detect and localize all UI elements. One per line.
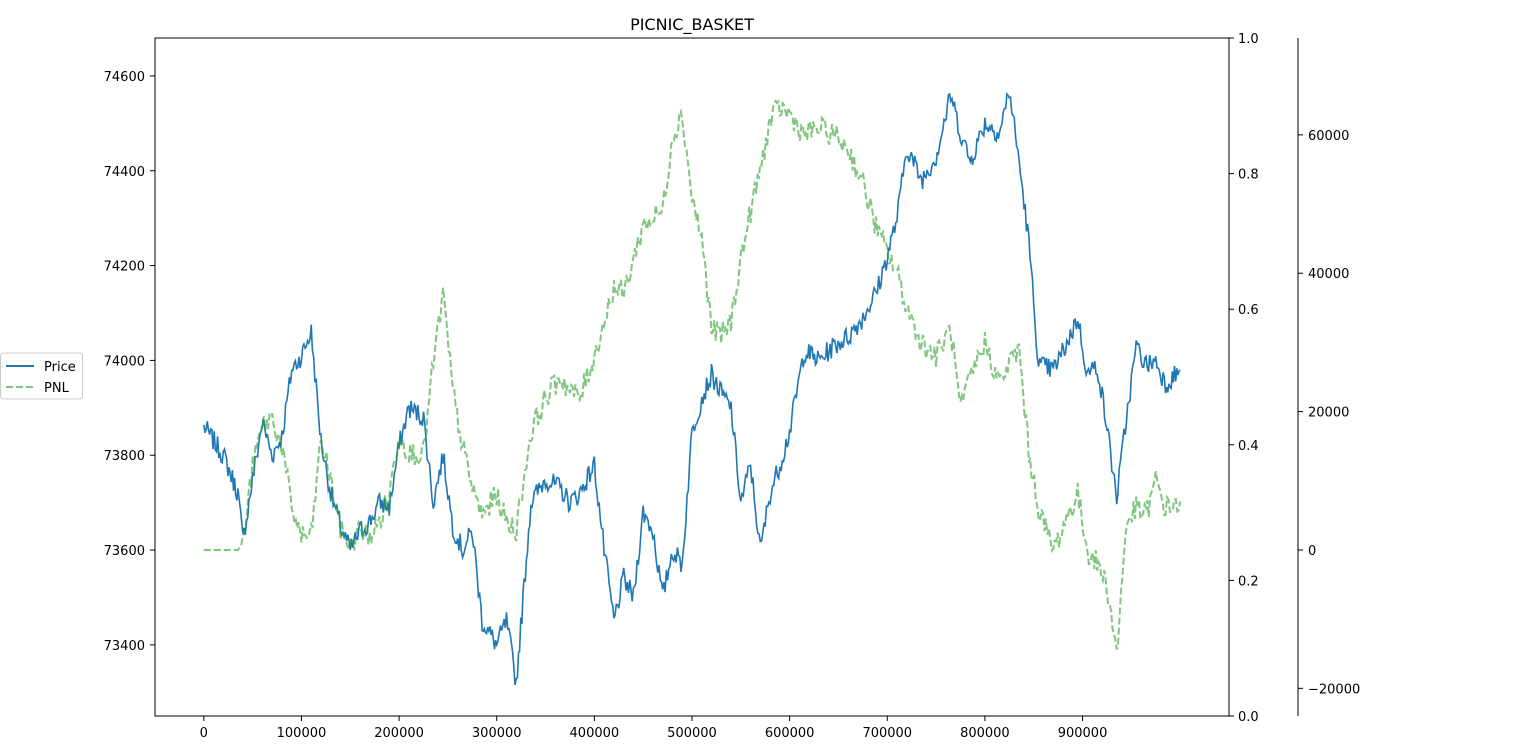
x-tick-label: 600000 bbox=[765, 726, 815, 741]
left-axis: 73400 73600 73800 74000 74200 74400 74600 bbox=[104, 70, 155, 654]
legend: Price PNL bbox=[0, 352, 83, 400]
left-tick-label: 73800 bbox=[104, 449, 145, 464]
x-tick-label: 700000 bbox=[862, 726, 912, 741]
series-line-pnl bbox=[203, 99, 1182, 650]
outer-right-tick-label: 20000 bbox=[1308, 406, 1349, 421]
inner-right-tick-label: 0.0 bbox=[1238, 710, 1259, 725]
outer-right-axis: −20000 0 20000 40000 60000 bbox=[1297, 38, 1360, 716]
legend-label-price: Price bbox=[44, 360, 76, 375]
x-tick-label: 0 bbox=[200, 726, 208, 741]
inner-right-tick-label: 0.6 bbox=[1238, 303, 1259, 318]
inner-right-tick-label: 0.4 bbox=[1238, 439, 1259, 454]
x-tick-label: 200000 bbox=[374, 726, 424, 741]
series-line-price bbox=[203, 92, 1181, 686]
x-tick-label: 300000 bbox=[472, 726, 522, 741]
left-tick-label: 74000 bbox=[104, 354, 145, 369]
left-tick-label: 73400 bbox=[104, 639, 145, 654]
left-tick-label: 73600 bbox=[104, 544, 145, 559]
inner-right-tick-label: 0.8 bbox=[1238, 168, 1259, 183]
inner-right-tick-label: 0.2 bbox=[1238, 574, 1259, 589]
x-tick-label: 500000 bbox=[667, 726, 717, 741]
x-tick-label: 400000 bbox=[570, 726, 620, 741]
inner-right-axis: 0.0 0.2 0.4 0.6 0.8 1.0 bbox=[1229, 32, 1259, 725]
left-tick-label: 74400 bbox=[104, 165, 145, 180]
chart-title: PICNIC_BASKET bbox=[630, 15, 754, 35]
x-tick-label: 900000 bbox=[1058, 726, 1108, 741]
outer-right-tick-label: 0 bbox=[1308, 544, 1316, 559]
left-tick-label: 74600 bbox=[104, 70, 145, 85]
inner-right-tick-label: 1.0 bbox=[1238, 32, 1259, 47]
x-axis: 0 100000 200000 300000 400000 500000 600000 700… bbox=[200, 716, 1108, 741]
legend-label-pnl: PNL bbox=[44, 381, 70, 396]
series-layer bbox=[203, 92, 1182, 686]
x-tick-label: 800000 bbox=[960, 726, 1010, 741]
plot-frame bbox=[154, 37, 1230, 717]
x-tick-label: 100000 bbox=[277, 726, 327, 741]
left-tick-label: 74200 bbox=[104, 260, 145, 275]
outer-right-tick-label: −20000 bbox=[1308, 682, 1360, 697]
outer-right-tick-label: 60000 bbox=[1308, 129, 1349, 144]
outer-right-tick-label: 40000 bbox=[1308, 267, 1349, 282]
